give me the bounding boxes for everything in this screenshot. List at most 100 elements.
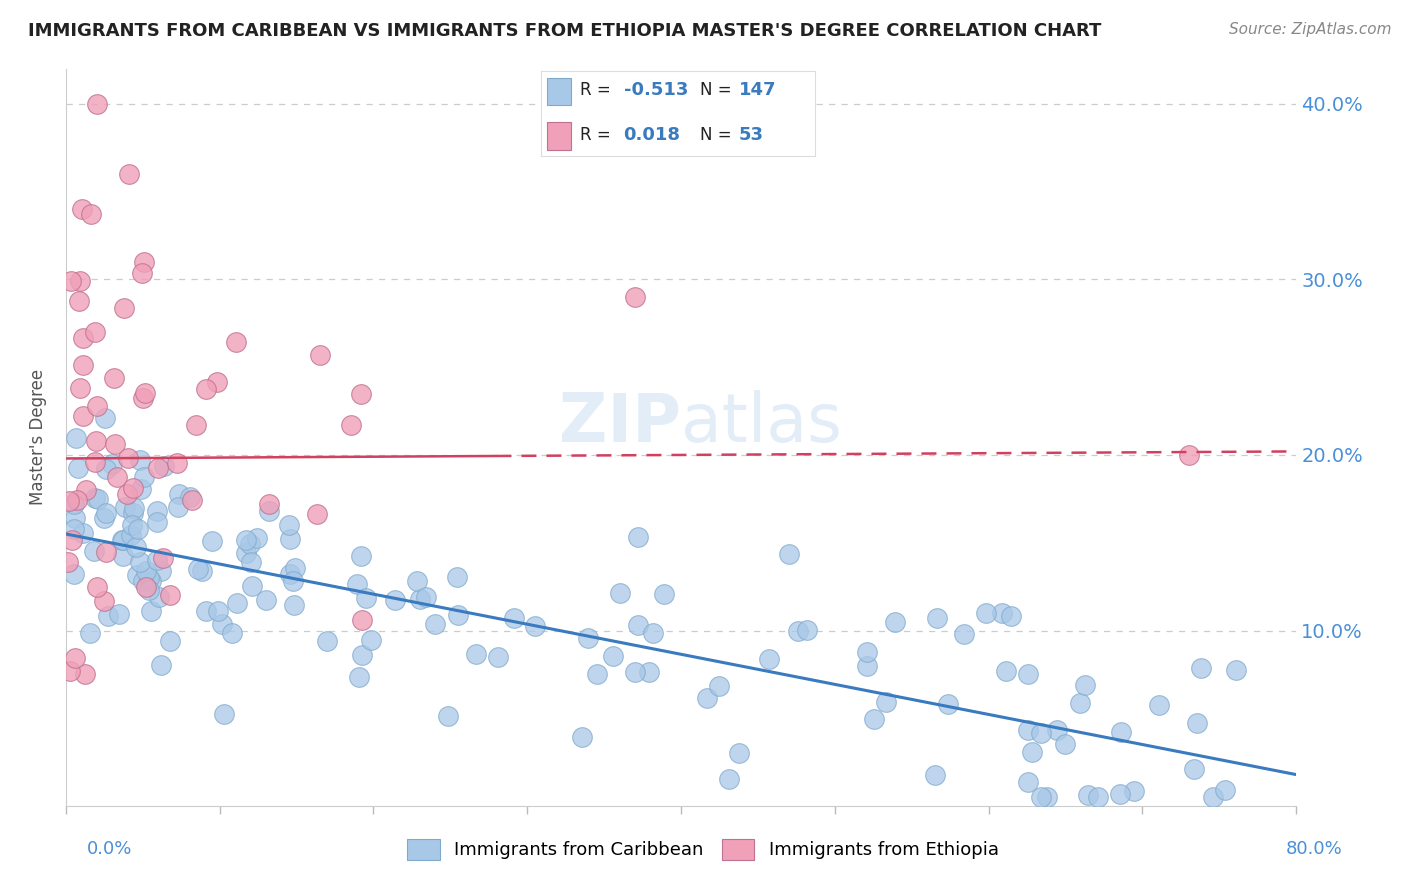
Point — [207, 604, 229, 618]
Point — [778, 547, 800, 561]
Point — [1225, 663, 1247, 677]
Point — [1202, 790, 1225, 805]
Point — [108, 607, 131, 621]
Point — [1021, 745, 1043, 759]
Point — [72, 409, 94, 424]
Point — [627, 530, 650, 544]
Point — [72, 331, 94, 345]
Point — [152, 550, 174, 565]
Point — [86, 580, 108, 594]
Point — [952, 627, 974, 641]
Point — [1017, 723, 1039, 737]
Point — [69, 274, 91, 288]
Point — [257, 497, 280, 511]
Point — [1187, 715, 1209, 730]
Point — [627, 618, 650, 632]
Point — [1109, 788, 1132, 802]
Point — [112, 301, 135, 315]
Point — [117, 450, 139, 465]
Point — [585, 667, 607, 681]
Point — [122, 501, 145, 516]
Point — [221, 626, 243, 640]
Point — [883, 615, 905, 630]
Point — [486, 649, 509, 664]
Point — [146, 515, 169, 529]
Point — [83, 544, 105, 558]
Point — [624, 290, 647, 304]
Point — [409, 592, 432, 607]
Point — [995, 664, 1018, 678]
Point — [179, 490, 201, 504]
Point — [84, 454, 107, 468]
Point — [576, 631, 599, 645]
Point — [146, 460, 169, 475]
Point — [283, 574, 305, 588]
Point — [159, 588, 181, 602]
Point — [796, 623, 818, 637]
Point — [132, 391, 155, 405]
Point — [1177, 448, 1199, 462]
Point — [118, 167, 141, 181]
Point — [138, 570, 160, 584]
Point — [1029, 790, 1052, 805]
Text: 0.018: 0.018 — [624, 126, 681, 144]
Point — [86, 96, 108, 111]
Point — [101, 457, 124, 471]
Text: N =: N = — [700, 126, 733, 144]
Point — [278, 532, 301, 546]
Point — [129, 555, 152, 569]
Point — [211, 617, 233, 632]
Point — [58, 493, 80, 508]
Point — [94, 410, 117, 425]
Point — [1053, 737, 1076, 751]
Point — [149, 564, 172, 578]
Point — [135, 580, 157, 594]
Point — [62, 566, 84, 581]
Point — [316, 634, 339, 648]
Point — [87, 492, 110, 507]
Point — [1077, 788, 1099, 802]
Text: atlas: atlas — [681, 390, 842, 456]
Point — [59, 273, 82, 287]
Point — [856, 645, 879, 659]
Point — [1045, 723, 1067, 738]
Point — [111, 533, 134, 547]
Point — [132, 255, 155, 269]
Text: 53: 53 — [738, 126, 763, 144]
Point — [63, 497, 86, 511]
Text: R =: R = — [579, 81, 610, 99]
Y-axis label: Master's Degree: Master's Degree — [30, 369, 46, 506]
Point — [63, 511, 86, 525]
Point — [406, 574, 429, 589]
Point — [257, 504, 280, 518]
Point — [436, 709, 458, 723]
Point — [86, 399, 108, 413]
Point — [1017, 666, 1039, 681]
Point — [201, 533, 224, 548]
Point — [654, 587, 676, 601]
Point — [134, 385, 156, 400]
Point — [225, 597, 247, 611]
Point — [350, 648, 373, 662]
Point — [863, 712, 886, 726]
Text: 80.0%: 80.0% — [1286, 840, 1343, 858]
Point — [1073, 678, 1095, 692]
Point — [132, 469, 155, 483]
Point — [152, 458, 174, 473]
Point — [84, 326, 107, 340]
Point — [360, 633, 382, 648]
Point — [1111, 724, 1133, 739]
Point — [70, 202, 93, 216]
Point — [86, 434, 108, 449]
Point — [212, 706, 235, 721]
Point — [148, 590, 170, 604]
Text: 0.0%: 0.0% — [87, 840, 132, 858]
Point — [194, 604, 217, 618]
Point — [709, 679, 731, 693]
Point — [191, 564, 214, 578]
Point — [571, 731, 593, 745]
Point — [240, 579, 263, 593]
Point — [1149, 698, 1171, 712]
Point — [347, 670, 370, 684]
Point — [121, 517, 143, 532]
